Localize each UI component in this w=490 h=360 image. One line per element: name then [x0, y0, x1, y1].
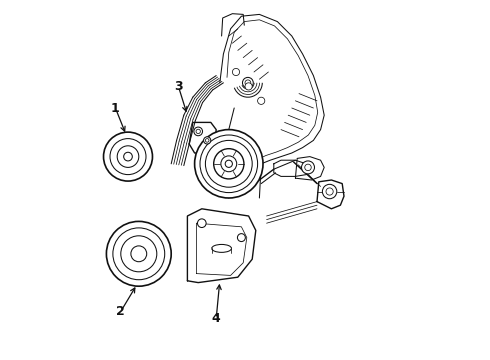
Circle shape: [194, 127, 202, 136]
Circle shape: [214, 149, 244, 179]
Circle shape: [197, 219, 206, 228]
Circle shape: [204, 137, 211, 144]
Circle shape: [221, 156, 237, 172]
Circle shape: [205, 139, 209, 142]
Circle shape: [326, 188, 333, 195]
Circle shape: [110, 139, 146, 175]
Circle shape: [245, 80, 251, 86]
Circle shape: [305, 164, 311, 171]
Circle shape: [106, 221, 171, 286]
Polygon shape: [189, 122, 216, 153]
Text: 1: 1: [111, 102, 120, 114]
Circle shape: [131, 246, 147, 262]
Circle shape: [258, 97, 265, 104]
Circle shape: [121, 236, 157, 272]
Circle shape: [322, 184, 337, 199]
Circle shape: [232, 68, 240, 76]
Polygon shape: [295, 157, 324, 180]
Polygon shape: [274, 160, 310, 176]
Circle shape: [245, 83, 252, 90]
Circle shape: [196, 129, 200, 134]
Circle shape: [225, 160, 232, 167]
Polygon shape: [187, 209, 256, 283]
Circle shape: [123, 152, 132, 161]
Circle shape: [103, 132, 152, 181]
Circle shape: [195, 130, 263, 198]
Text: 4: 4: [212, 312, 220, 325]
Circle shape: [238, 234, 245, 242]
Circle shape: [243, 77, 253, 88]
Circle shape: [113, 228, 165, 280]
Polygon shape: [317, 180, 344, 209]
Text: 3: 3: [174, 80, 183, 93]
Circle shape: [301, 161, 315, 174]
Circle shape: [205, 140, 252, 187]
Text: 2: 2: [117, 305, 125, 318]
Circle shape: [117, 146, 139, 167]
Circle shape: [200, 135, 258, 193]
